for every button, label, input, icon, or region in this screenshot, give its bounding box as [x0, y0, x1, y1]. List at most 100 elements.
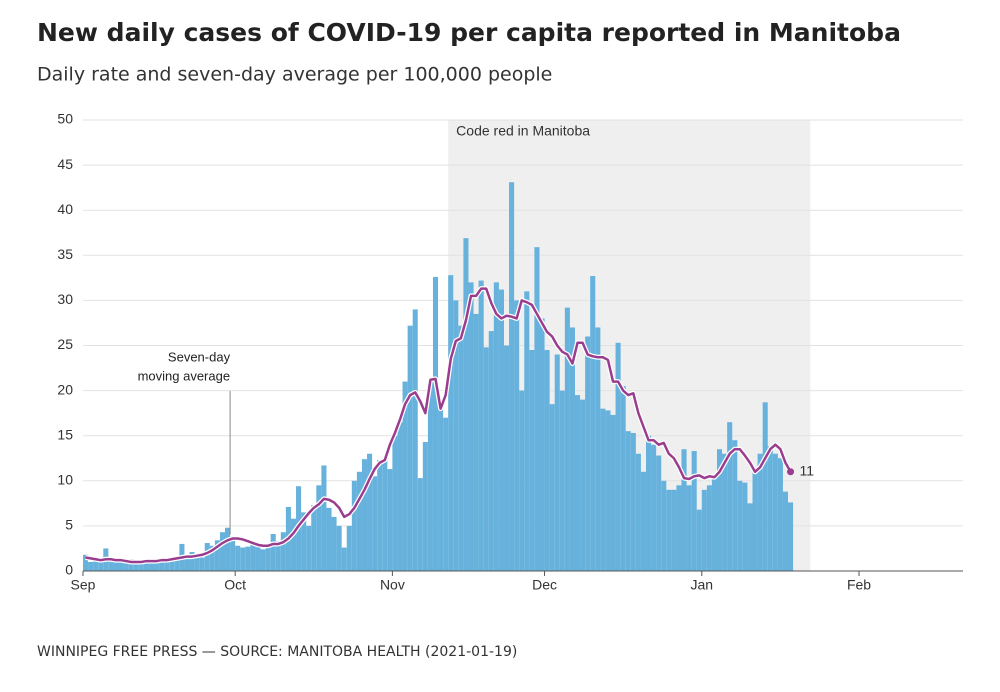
bar	[610, 414, 616, 571]
bar	[250, 541, 256, 571]
bar	[88, 561, 94, 571]
bar	[595, 327, 601, 571]
bar	[443, 417, 449, 571]
bar	[722, 453, 728, 571]
bar	[696, 509, 702, 571]
annotation-text: moving average	[138, 368, 231, 383]
y-tick-label: 45	[57, 156, 73, 172]
bar	[661, 480, 667, 571]
bar	[397, 422, 403, 571]
bar	[645, 435, 652, 571]
bar	[630, 432, 636, 571]
bar	[245, 546, 251, 571]
chart-title: New daily cases of COVID-19 per capita r…	[37, 18, 901, 47]
bar	[123, 561, 129, 571]
bar	[240, 547, 246, 571]
bar	[356, 471, 362, 571]
bar	[615, 342, 621, 571]
bar	[194, 553, 200, 571]
bar	[219, 532, 226, 571]
bar	[98, 561, 104, 571]
x-tick-label: Nov	[380, 577, 405, 593]
bar	[164, 558, 170, 571]
bar	[777, 458, 783, 571]
bar	[275, 541, 281, 571]
bar	[737, 480, 743, 571]
bar	[336, 525, 342, 571]
bar	[427, 381, 433, 571]
bar	[539, 318, 545, 571]
bar	[204, 543, 210, 571]
bar	[225, 527, 231, 571]
bar	[412, 309, 418, 571]
y-tick-label: 10	[57, 472, 73, 488]
y-tick-label: 0	[65, 562, 73, 578]
bar	[361, 459, 368, 571]
bar	[108, 559, 114, 571]
bar	[717, 449, 723, 571]
y-tick-label: 50	[57, 111, 73, 127]
bar	[701, 489, 707, 571]
y-tick-label: 30	[57, 291, 73, 307]
bar	[301, 512, 307, 571]
bar	[767, 446, 773, 571]
bar	[656, 455, 662, 571]
bar	[306, 525, 312, 571]
bar	[666, 489, 672, 571]
bar	[772, 453, 778, 571]
bar	[133, 561, 139, 571]
bar	[331, 516, 337, 571]
bar	[651, 444, 657, 571]
bar	[351, 480, 357, 571]
bar	[752, 471, 758, 571]
annotation-text: Seven-day	[168, 349, 231, 364]
bar	[128, 559, 134, 571]
bar	[143, 561, 149, 571]
bar	[93, 560, 99, 571]
y-tick-label: 15	[57, 426, 73, 442]
x-tick-label: Dec	[532, 577, 557, 593]
bar	[377, 460, 383, 571]
bar	[468, 282, 474, 571]
bar	[341, 547, 347, 571]
bar	[402, 381, 408, 571]
bar	[438, 399, 444, 571]
bar	[280, 532, 286, 571]
bar	[265, 543, 271, 571]
bar	[564, 307, 570, 571]
bar	[757, 453, 763, 571]
bar	[509, 182, 515, 571]
bar	[235, 545, 241, 571]
bar	[549, 404, 555, 571]
bar	[727, 422, 733, 571]
bar	[585, 336, 591, 571]
bar	[169, 557, 175, 571]
bar	[747, 503, 753, 571]
bar	[184, 558, 190, 571]
bar	[762, 402, 768, 571]
bar	[321, 465, 327, 571]
bar	[574, 395, 581, 571]
bar	[387, 469, 393, 571]
bar	[372, 476, 378, 571]
y-tick-label: 20	[57, 381, 73, 397]
bar	[159, 560, 165, 571]
bar	[635, 453, 641, 571]
bar	[600, 408, 606, 571]
bar	[782, 491, 789, 571]
average-end-dot	[787, 468, 795, 476]
bar	[432, 276, 439, 571]
bar	[544, 350, 550, 571]
bar	[711, 476, 718, 571]
bar	[113, 561, 119, 571]
bar	[488, 331, 494, 571]
bar	[255, 543, 261, 571]
bar	[189, 552, 195, 571]
bar	[691, 451, 697, 571]
bar	[367, 453, 373, 571]
x-tick-label: Jan	[691, 577, 714, 593]
y-tick-label: 35	[57, 246, 73, 262]
bar	[788, 502, 794, 571]
bar	[154, 559, 160, 571]
bar	[478, 280, 484, 571]
